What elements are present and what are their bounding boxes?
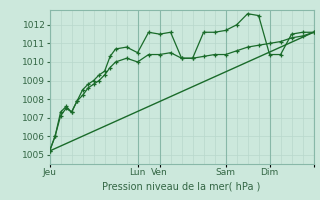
X-axis label: Pression niveau de la mer( hPa ): Pression niveau de la mer( hPa ) <box>102 181 261 191</box>
